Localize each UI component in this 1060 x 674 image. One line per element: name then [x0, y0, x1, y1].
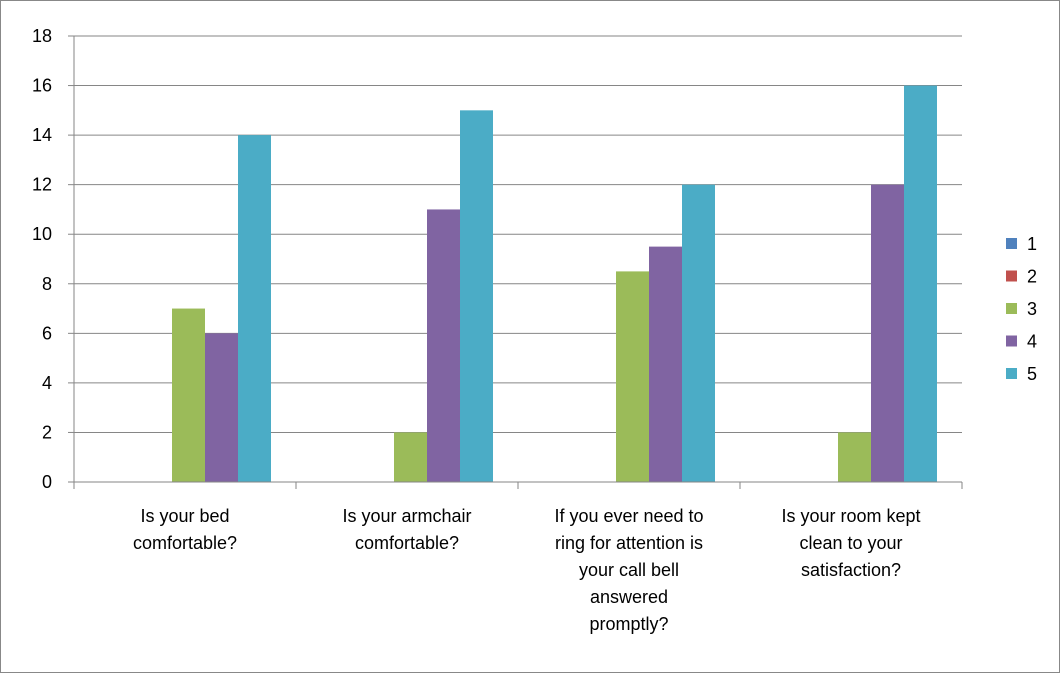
legend-swatch-4 — [1006, 335, 1017, 347]
x-category-label: Is your armchair comfortable? — [342, 506, 471, 553]
legend-swatch-3 — [1006, 303, 1017, 314]
x-category-label: If you ever need to ring for attention is… — [554, 506, 703, 634]
y-tick-labels: 0 2 4 6 8 10 12 14 16 18 — [32, 26, 52, 492]
bar-series-5 — [682, 184, 715, 482]
y-tick-label: 0 — [42, 472, 52, 492]
y-tick-label: 16 — [32, 76, 52, 96]
legend-swatch-2 — [1006, 270, 1017, 282]
y-tick-label: 18 — [32, 26, 52, 46]
x-category-label-line: comfortable? — [355, 533, 459, 553]
x-category-label-line: If you ever need to — [554, 506, 703, 526]
legend-label: 3 — [1027, 299, 1037, 319]
legend-swatch-1 — [1006, 238, 1017, 249]
legend-label: 4 — [1027, 332, 1037, 352]
bar-series-4 — [649, 246, 682, 482]
x-category-label-line: Is your room kept — [781, 506, 920, 526]
x-category-label-line: your call bell — [579, 560, 679, 580]
bar-series-4 — [871, 184, 904, 482]
x-category-label-line: satisfaction? — [801, 560, 901, 580]
y-tick-label: 2 — [42, 422, 52, 442]
x-category-label-line: comfortable? — [133, 533, 237, 553]
bar-series-5 — [904, 85, 937, 483]
legend-swatch-5 — [1006, 368, 1017, 379]
x-category-labels: Is your bed comfortable? Is your armchair c… — [133, 506, 921, 634]
x-category-label: Is your room kept clean to your satisfacti… — [781, 506, 920, 580]
y-tick-label: 8 — [42, 274, 52, 294]
x-category-label-line: ring for attention is — [555, 533, 703, 553]
legend-label: 1 — [1027, 234, 1037, 254]
axes — [68, 35, 963, 489]
bar-series-3 — [172, 308, 205, 482]
bar-series-4 — [427, 209, 460, 482]
x-category-label: Is your bed comfortable? — [133, 506, 237, 553]
legend: 1 2 3 4 5 — [1006, 234, 1037, 384]
bar-series-3 — [838, 432, 871, 482]
x-category-label-line: Is your armchair — [342, 506, 471, 526]
x-category-label-line: Is your bed — [140, 506, 229, 526]
y-tick-label: 6 — [42, 323, 52, 343]
bar-series-5 — [238, 135, 271, 482]
legend-label: 5 — [1027, 364, 1037, 384]
y-tick-label: 4 — [42, 373, 52, 393]
bar-series-3 — [616, 271, 649, 482]
x-category-label-line: promptly? — [589, 614, 668, 634]
bar-series-4 — [205, 333, 238, 482]
bar-series-3 — [394, 432, 427, 482]
legend-label: 2 — [1027, 267, 1037, 287]
y-tick-label: 12 — [32, 175, 52, 195]
bar-series-5 — [460, 110, 493, 482]
y-tick-label: 14 — [32, 125, 52, 145]
x-category-label-line: answered — [590, 587, 668, 607]
bars — [172, 85, 937, 483]
x-category-label-line: clean to your — [799, 533, 902, 553]
y-tick-label: 10 — [32, 224, 52, 244]
